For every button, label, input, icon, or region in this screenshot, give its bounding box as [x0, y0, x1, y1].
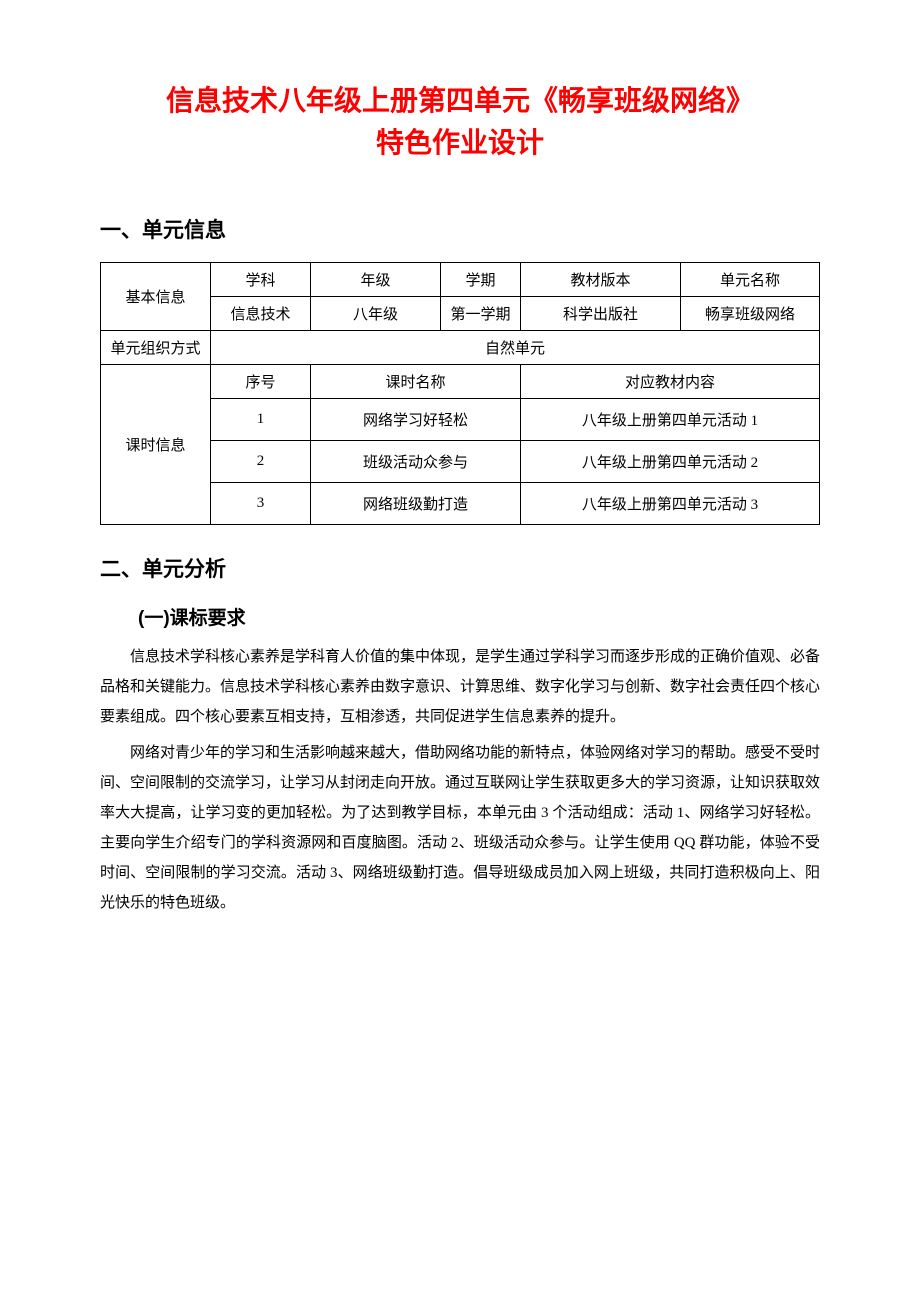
section-1-heading: 一、单元信息	[100, 214, 820, 244]
lesson-name: 班级活动众参与	[311, 441, 521, 483]
subsection-2-1-heading: (一)课标要求	[138, 603, 820, 630]
lesson-header-name: 课时名称	[311, 365, 521, 399]
paragraph-1: 信息技术学科核心素养是学科育人价值的集中体现，是学生通过学科学习而逐步形成的正确…	[100, 642, 820, 732]
lesson-name: 网络学习好轻松	[311, 399, 521, 441]
lesson-num: 3	[211, 483, 311, 525]
paragraph-2: 网络对青少年的学习和生活影响越来越大，借助网络功能的新特点，体验网络对学习的帮助…	[100, 738, 820, 918]
title-line-2: 特色作业设计	[100, 122, 820, 164]
org-method-label: 单元组织方式	[101, 331, 211, 365]
header-textbook: 教材版本	[521, 263, 681, 297]
lesson-content: 八年级上册第四单元活动 1	[521, 399, 820, 441]
section-2-heading: 二、单元分析	[100, 553, 820, 583]
org-method-value: 自然单元	[211, 331, 820, 365]
lesson-info-label: 课时信息	[101, 365, 211, 525]
header-grade: 年级	[311, 263, 441, 297]
document-title: 信息技术八年级上册第四单元《畅享班级网络》 特色作业设计	[100, 80, 820, 164]
lesson-header-content: 对应教材内容	[521, 365, 820, 399]
unit-info-table: 基本信息 学科 年级 学期 教材版本 单元名称 信息技术 八年级 第一学期 科学…	[100, 262, 820, 525]
header-unit-name: 单元名称	[681, 263, 820, 297]
lesson-content: 八年级上册第四单元活动 2	[521, 441, 820, 483]
title-line-1: 信息技术八年级上册第四单元《畅享班级网络》	[100, 80, 820, 122]
lesson-num: 2	[211, 441, 311, 483]
table-row: 基本信息 学科 年级 学期 教材版本 单元名称	[101, 263, 820, 297]
lesson-num: 1	[211, 399, 311, 441]
value-semester: 第一学期	[441, 297, 521, 331]
header-subject: 学科	[211, 263, 311, 297]
value-grade: 八年级	[311, 297, 441, 331]
header-semester: 学期	[441, 263, 521, 297]
lesson-content: 八年级上册第四单元活动 3	[521, 483, 820, 525]
value-subject: 信息技术	[211, 297, 311, 331]
lesson-name: 网络班级勤打造	[311, 483, 521, 525]
table-row: 单元组织方式 自然单元	[101, 331, 820, 365]
value-textbook: 科学出版社	[521, 297, 681, 331]
lesson-header-num: 序号	[211, 365, 311, 399]
basic-info-label: 基本信息	[101, 263, 211, 331]
table-row: 课时信息 序号 课时名称 对应教材内容	[101, 365, 820, 399]
value-unit-name: 畅享班级网络	[681, 297, 820, 331]
